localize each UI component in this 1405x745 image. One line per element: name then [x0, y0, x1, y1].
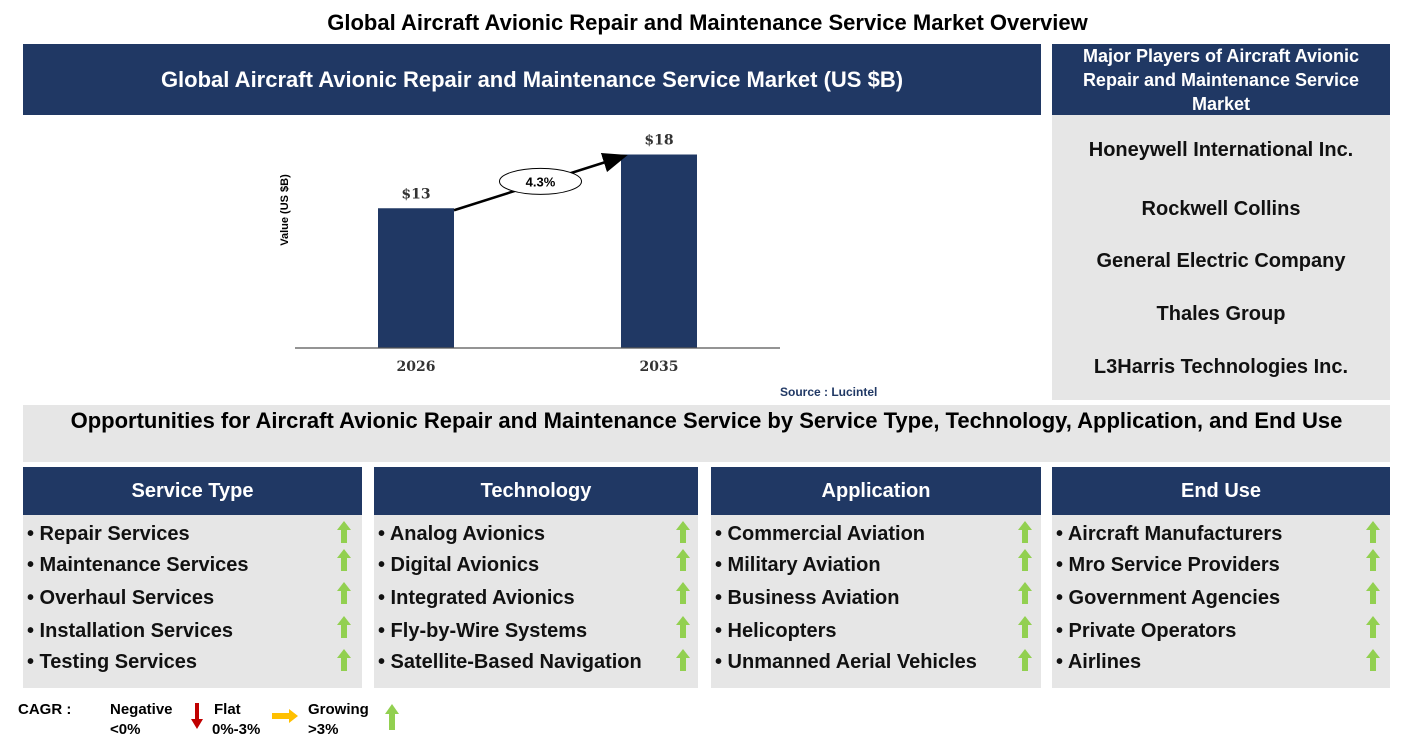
right-arrow-icon — [272, 709, 298, 723]
list-item: • Aircraft Manufacturers — [1056, 523, 1283, 545]
list-item: • Helicopters — [715, 620, 837, 642]
up-arrow-icon — [1018, 549, 1032, 571]
list-item: • Government Agencies — [1056, 587, 1281, 609]
list-item: • Installation Services — [27, 620, 233, 642]
market-bar-chart: Value (US $B) $13 2026 $18 2035 4.3% Source… — [279, 133, 877, 400]
up-arrow-icon — [1366, 616, 1380, 638]
list-item: • Mro Service Providers — [1056, 554, 1280, 576]
list-item: • Military Aviation — [715, 554, 881, 576]
legend-flat-label: Flat — [214, 701, 241, 718]
down-arrow-icon — [191, 703, 203, 729]
bar-value-label: $18 — [644, 133, 673, 149]
source-note: Source : Lucintel — [780, 385, 877, 399]
up-arrow-icon — [676, 649, 690, 671]
list-item: • Business Aviation — [715, 587, 900, 609]
list-item: • Repair Services — [27, 523, 190, 545]
up-arrow-icon — [1018, 582, 1032, 604]
up-arrow-icon — [1366, 649, 1380, 671]
player-item: Rockwell Collins — [1141, 198, 1301, 220]
list-item: • Integrated Avionics — [378, 587, 575, 609]
player-item: Honeywell International Inc. — [1088, 139, 1354, 161]
up-arrow-icon — [337, 649, 351, 671]
legend-negative-range: <0% — [110, 721, 141, 738]
list-item: • Airlines — [1056, 651, 1142, 673]
list-item: • Maintenance Services — [27, 554, 249, 576]
up-arrow-icon — [337, 582, 351, 604]
x-tick-label: 2035 — [640, 359, 679, 375]
category-header-technology: Technology — [374, 467, 698, 515]
category-panel-technology: • Analog Avionics • Digital Avionics • I… — [374, 515, 698, 688]
x-tick-label: 2026 — [397, 359, 436, 375]
opportunities-title: Opportunities for Aircraft Avionic Repai… — [23, 405, 1390, 462]
up-arrow-icon — [1366, 582, 1380, 604]
chart-header: Global Aircraft Avionic Repair and Maint… — [23, 44, 1041, 115]
list-item: • Testing Services — [27, 651, 198, 673]
list-item: • Fly-by-Wire Systems — [378, 620, 588, 642]
list-item: • Analog Avionics — [378, 523, 546, 545]
list-item: • Commercial Aviation — [715, 523, 926, 545]
list-item: • Overhaul Services — [27, 587, 215, 609]
legend-growing-range: >3% — [308, 721, 339, 738]
bar-2035 — [621, 154, 697, 348]
list-item: • Digital Avionics — [378, 554, 540, 576]
list-item: • Satellite-Based Navigation — [378, 651, 642, 673]
category-panel-service-type: • Repair Services • Maintenance Services… — [23, 515, 362, 688]
list-item: • Unmanned Aerial Vehicles — [715, 651, 977, 673]
category-panel-application: • Commercial Aviation • Military Aviatio… — [711, 515, 1041, 688]
category-panel-end-use: • Aircraft Manufacturers • Mro Service P… — [1052, 515, 1390, 688]
legend-growing-label: Growing — [308, 701, 369, 718]
up-arrow-icon — [385, 704, 399, 730]
up-arrow-icon — [1366, 549, 1380, 571]
up-arrow-icon — [676, 582, 690, 604]
player-item: General Electric Company — [1096, 250, 1346, 272]
players-header: Major Players of Aircraft Avionic Repair… — [1052, 44, 1390, 115]
y-axis-label: Value (US $B) — [279, 174, 291, 246]
page-title: Global Aircraft Avionic Repair and Maint… — [327, 10, 1088, 35]
up-arrow-icon — [337, 549, 351, 571]
up-arrow-icon — [676, 549, 690, 571]
up-arrow-icon — [1366, 521, 1380, 543]
up-arrow-icon — [1018, 616, 1032, 638]
list-item: • Private Operators — [1056, 620, 1237, 642]
cagr-legend: CAGR : Negative <0% Flat 0%-3% Growing >… — [18, 700, 418, 740]
legend-flat-range: 0%-3% — [212, 721, 261, 738]
players-list: Honeywell International Inc. Rockwell Co… — [1052, 115, 1390, 400]
cagr-label: 4.3% — [526, 174, 556, 189]
category-header-end-use: End Use — [1052, 467, 1390, 515]
up-arrow-icon — [337, 521, 351, 543]
legend-negative-label: Negative — [110, 701, 173, 718]
legend-label: CAGR : — [18, 701, 72, 718]
player-item: L3Harris Technologies Inc. — [1093, 356, 1349, 378]
cagr-bubble — [499, 167, 582, 195]
category-header-service-type: Service Type — [23, 467, 362, 515]
up-arrow-icon — [1018, 649, 1032, 671]
up-arrow-icon — [337, 616, 351, 638]
bar-2026 — [378, 208, 454, 348]
up-arrow-icon — [676, 521, 690, 543]
bar-value-label: $13 — [401, 186, 430, 202]
category-header-application: Application — [711, 467, 1041, 515]
up-arrow-icon — [676, 616, 690, 638]
player-item: Thales Group — [1156, 303, 1286, 325]
up-arrow-icon — [1018, 521, 1032, 543]
